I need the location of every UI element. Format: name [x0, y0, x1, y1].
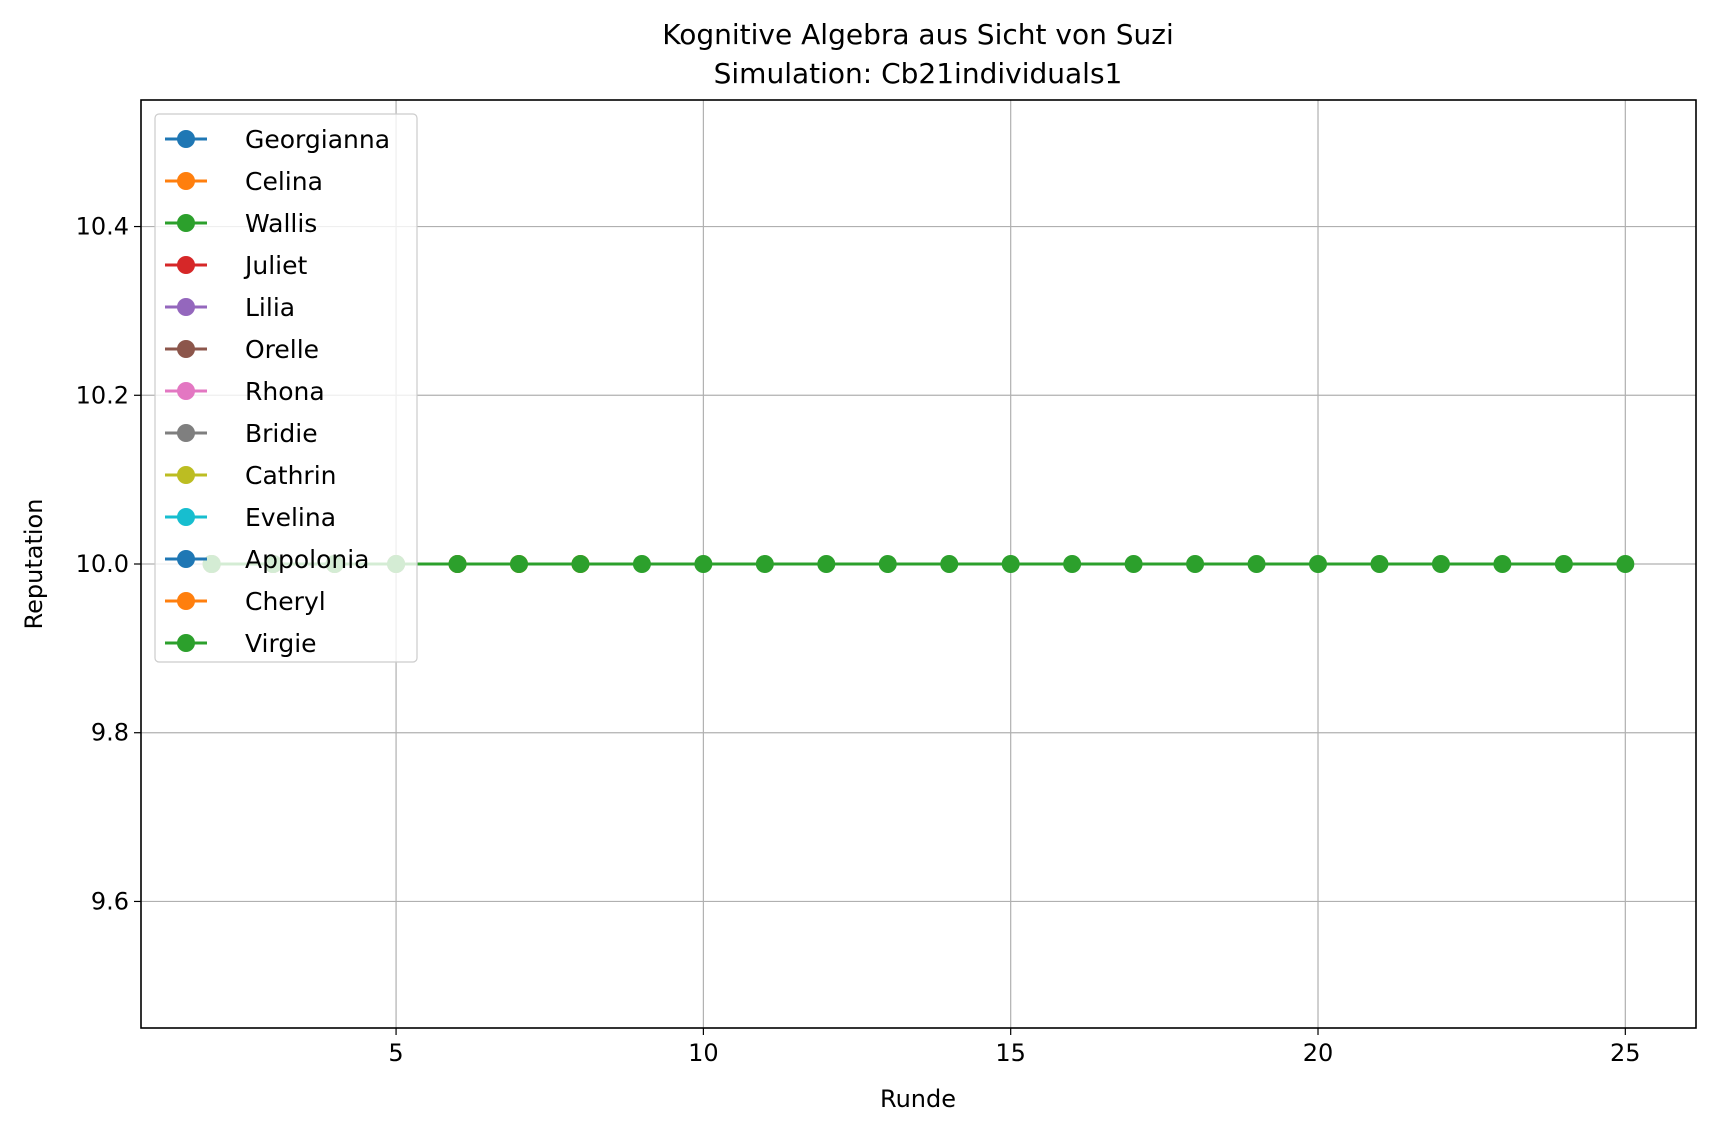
y-tick-label: 10.4: [76, 213, 129, 241]
legend-item: Cathrin: [165, 461, 337, 490]
data-point: [571, 555, 590, 573]
data-point: [1186, 555, 1205, 573]
data-point: [694, 555, 713, 573]
data-point: [448, 555, 467, 573]
legend-marker: [177, 130, 195, 148]
legend-marker: [177, 634, 195, 652]
y-tick-label: 9.8: [91, 719, 129, 747]
x-tick-label: 15: [995, 1039, 1026, 1067]
data-point: [1616, 555, 1635, 573]
legend-label: Cathrin: [245, 461, 337, 490]
data-point: [817, 555, 836, 573]
data-point: [632, 555, 651, 573]
legend-marker: [177, 592, 195, 610]
data-point: [1247, 555, 1266, 573]
x-tick-label: 5: [388, 1039, 403, 1067]
data-point: [1001, 555, 1020, 573]
legend-item: Bridie: [165, 419, 318, 448]
legend-box: [154, 113, 418, 663]
data-point: [1493, 555, 1512, 573]
legend-label: Bridie: [245, 419, 318, 448]
legend-item: Georgianna: [165, 125, 390, 154]
x-tick-label: 20: [1303, 1039, 1334, 1067]
legend: Georgianna Celina Wallis Juliet Lilia Orelle R…: [154, 113, 418, 663]
legend-label: Cheryl: [245, 587, 326, 616]
chart-subtitle: Simulation: Cb21individuals1: [714, 57, 1123, 90]
y-tick-label: 9.6: [91, 887, 129, 915]
x-tick-label: 25: [1610, 1039, 1641, 1067]
legend-label: Lilia: [245, 293, 295, 322]
y-axis-label: Reputation: [20, 499, 48, 630]
legend-marker: [177, 214, 195, 232]
legend-marker: [177, 298, 195, 316]
data-point: [509, 555, 528, 573]
legend-marker: [177, 340, 195, 358]
legend-item: Evelina: [165, 503, 336, 532]
legend-item: Orelle: [165, 335, 319, 364]
data-point: [755, 555, 774, 573]
legend-marker: [177, 256, 195, 274]
legend-label: Rhona: [245, 377, 325, 406]
data-point: [1370, 555, 1389, 573]
x-axis-ticks: 5 10 15 20 25: [388, 1028, 1641, 1067]
x-tick-label: 10: [688, 1039, 719, 1067]
legend-marker: [177, 382, 195, 400]
legend-item: Juliet: [165, 251, 307, 280]
legend-label: Georgianna: [245, 125, 390, 154]
legend-label: Appolonia: [245, 545, 370, 574]
legend-item: Appolonia: [165, 545, 370, 574]
legend-item: Cheryl: [165, 587, 326, 616]
legend-label: Celina: [245, 167, 323, 196]
data-point: [1124, 555, 1143, 573]
plot-frame: [140, 99, 1697, 1029]
legend-marker: [177, 424, 195, 442]
legend-item: Lilia: [165, 293, 295, 322]
legend-marker: [177, 466, 195, 484]
legend-item: Rhona: [165, 377, 325, 406]
legend-item: Virgie: [165, 629, 317, 658]
legend-item: Wallis: [165, 209, 317, 238]
legend-marker: [177, 508, 195, 526]
data-point: [1554, 555, 1573, 573]
data-point: [1431, 555, 1450, 573]
legend-label: Juliet: [243, 251, 307, 280]
legend-item: Celina: [165, 167, 323, 196]
data-point: [1309, 555, 1328, 573]
legend-marker: [177, 550, 195, 568]
data-point: [878, 555, 897, 573]
legend-label: Orelle: [245, 335, 319, 364]
legend-marker: [177, 172, 195, 190]
chart-title: Kognitive Algebra aus Sicht von Suzi: [662, 18, 1173, 51]
x-axis-label: Runde: [880, 1085, 956, 1113]
data-point: [940, 555, 959, 573]
legend-label: Virgie: [245, 629, 317, 658]
y-tick-label: 10.2: [76, 381, 129, 409]
legend-label: Evelina: [245, 503, 336, 532]
y-tick-label: 10.0: [76, 550, 129, 578]
y-axis-ticks: 9.6 9.8 10.0 10.2 10.4: [76, 213, 141, 915]
legend-label: Wallis: [245, 209, 317, 238]
data-point: [1063, 555, 1082, 573]
